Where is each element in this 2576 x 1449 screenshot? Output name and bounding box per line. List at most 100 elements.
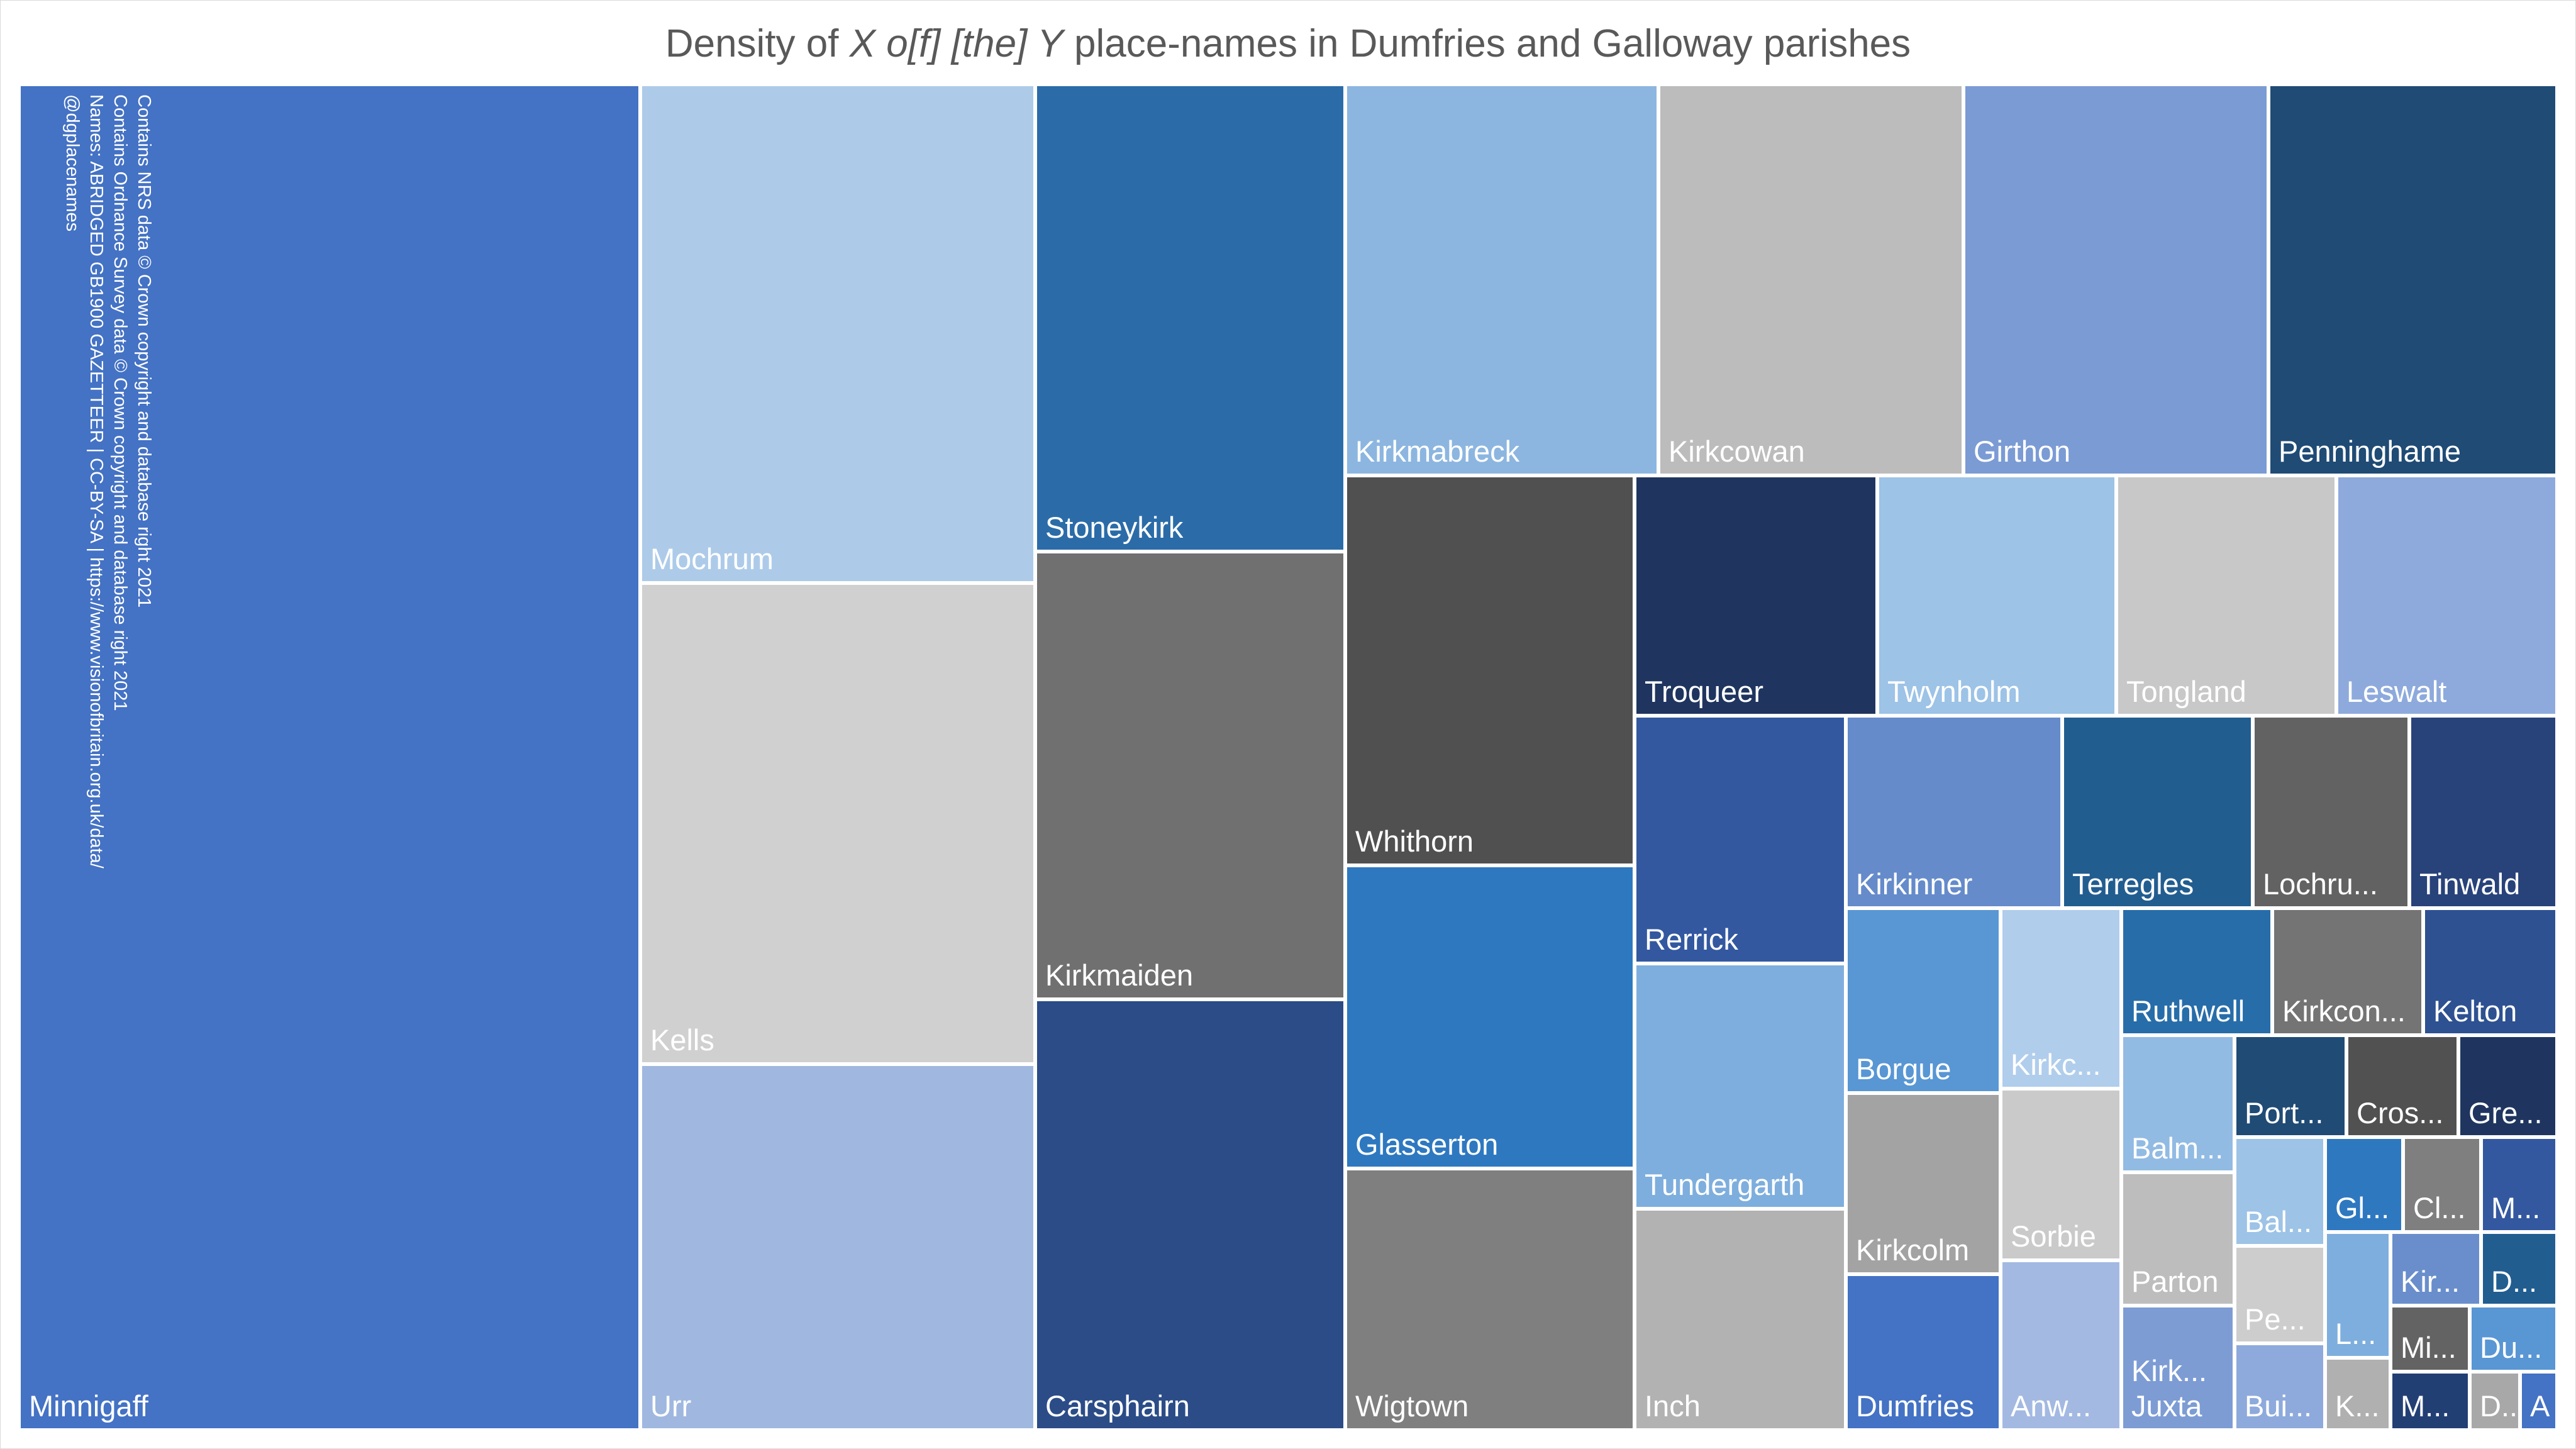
tile-rect[interactable] <box>2479 1230 2559 1307</box>
chart-title-italic-part: X o[f] [the] Y <box>849 22 1063 65</box>
tile-kirkmabreck-7[interactable]: Kirkmabreck <box>1343 82 1660 477</box>
tile-kells-2[interactable]: Kells <box>638 581 1037 1066</box>
tile-rect[interactable] <box>1999 906 2123 1091</box>
tile-rect[interactable] <box>2407 714 2559 910</box>
tile-label: Sorbie <box>2011 1219 2096 1253</box>
tile-label: Penninghame <box>2279 435 2461 468</box>
tile-terregles-22[interactable]: Terregles <box>2060 714 2255 910</box>
tile-rect[interactable] <box>1844 1091 2002 1276</box>
tile-rect[interactable] <box>2270 906 2425 1037</box>
tile-rect[interactable] <box>1343 474 1636 867</box>
tile-kirkcon-32[interactable]: Kirkcon... <box>2270 906 2425 1037</box>
tile-kirkcolm-26[interactable]: Kirkcolm <box>1844 1091 2002 1276</box>
tile-glasserton-16[interactable]: Glasserton <box>1343 863 1636 1170</box>
tile-rect[interactable] <box>2119 1304 2236 1432</box>
tile-d-53[interactable]: D... <box>2468 1370 2526 1432</box>
tile-rect[interactable] <box>2233 1244 2327 1345</box>
tile-rect[interactable] <box>2267 82 2559 477</box>
tile-rect[interactable] <box>1633 962 1848 1211</box>
tile-rect[interactable] <box>1343 863 1636 1170</box>
tile-rerrick-18[interactable]: Rerrick <box>1633 714 1848 965</box>
tile-penninghame-10[interactable]: Penninghame <box>2267 82 2559 477</box>
tile-gl-43[interactable]: Gl... <box>2323 1135 2405 1234</box>
tile-kirk-juxta-36[interactable]: Kirk...Juxta <box>2119 1304 2236 1432</box>
tile-rect[interactable] <box>1962 82 2270 477</box>
tile-label: Dumfries <box>1856 1389 1974 1423</box>
tile-rect[interactable] <box>1033 82 1347 553</box>
tile-gre-39[interactable]: Gre... <box>2457 1033 2559 1139</box>
tile-m-52[interactable]: M... <box>2389 1370 2472 1432</box>
tile-tongland-14[interactable]: Tongland <box>2114 474 2338 718</box>
tile-tinwald-24[interactable]: Tinwald <box>2407 714 2559 910</box>
tile-kir-48[interactable]: Kir... <box>2389 1230 2483 1307</box>
tile-leswalt-15[interactable]: Leswalt <box>2334 474 2559 718</box>
tile-d-49[interactable]: D... <box>2479 1230 2559 1307</box>
tile-stoneykirk-4[interactable]: Stoneykirk <box>1033 82 1347 553</box>
tile-rect[interactable] <box>2233 1033 2348 1139</box>
tile-m-45[interactable]: M... <box>2479 1135 2559 1234</box>
tile-wigtown-17[interactable]: Wigtown <box>1343 1167 1636 1432</box>
tile-whithorn-11[interactable]: Whithorn <box>1343 474 1636 867</box>
tile-label: Mochrum <box>650 542 774 575</box>
tile-rect[interactable] <box>1999 1087 2123 1262</box>
tile-rect[interactable] <box>1343 1167 1636 1432</box>
tile-tundergarth-19[interactable]: Tundergarth <box>1633 962 1848 1211</box>
tile-bui-42[interactable]: Bui... <box>2233 1341 2327 1432</box>
tile-cros-38[interactable]: Cros... <box>2345 1033 2460 1139</box>
tile-mochrum-1[interactable]: Mochrum <box>638 82 1037 585</box>
tile-bal-40[interactable]: Bal... <box>2233 1135 2327 1248</box>
tile-kelton-33[interactable]: Kelton <box>2421 906 2559 1037</box>
tile-rect[interactable] <box>2479 1135 2559 1234</box>
tile-urr-3[interactable]: Urr <box>638 1062 1037 1432</box>
tile-kirkinner-21[interactable]: Kirkinner <box>1844 714 2064 910</box>
tile-l-46[interactable]: L... <box>2323 1230 2392 1360</box>
tile-pe-41[interactable]: Pe... <box>2233 1244 2327 1345</box>
tile-rect[interactable] <box>638 1062 1037 1432</box>
tile-rect[interactable] <box>1033 997 1347 1432</box>
tile-rect[interactable] <box>1033 550 1347 1001</box>
tile-girthon-9[interactable]: Girthon <box>1962 82 2270 477</box>
tile-rect[interactable] <box>17 82 642 1432</box>
tile-rect[interactable] <box>2323 1356 2392 1432</box>
tile-carsphairn-6[interactable]: Carsphairn <box>1033 997 1347 1432</box>
tile-label: Kirkcolm <box>1856 1233 1969 1267</box>
tile-ruthwell-31[interactable]: Ruthwell <box>2119 906 2274 1037</box>
tile-rect[interactable] <box>1633 1207 1848 1432</box>
tile-lochru-23[interactable]: Lochru... <box>2251 714 2411 910</box>
tile-rect[interactable] <box>2518 1370 2559 1432</box>
tile-twynholm-13[interactable]: Twynholm <box>1875 474 2118 718</box>
tile-rect[interactable] <box>638 581 1037 1066</box>
tile-rect[interactable] <box>1343 82 1660 477</box>
tile-a-54[interactable]: A <box>2518 1370 2559 1432</box>
tile-mi-50[interactable]: Mi... <box>2389 1304 2472 1374</box>
tile-cl-44[interactable]: Cl... <box>2401 1135 2483 1234</box>
tile-kirkmaiden-5[interactable]: Kirkmaiden <box>1033 550 1347 1001</box>
tile-rect[interactable] <box>1633 714 1848 965</box>
tile-dumfries-27[interactable]: Dumfries <box>1844 1272 2002 1432</box>
tile-troqueer-12[interactable]: Troqueer <box>1633 474 1879 718</box>
tile-rect[interactable] <box>2457 1033 2559 1139</box>
tile-rect[interactable] <box>1657 82 1965 477</box>
tile-parton-35[interactable]: Parton <box>2119 1170 2236 1307</box>
tile-minnigaff-0[interactable]: Minnigaff <box>17 82 642 1432</box>
tile-kirkc-28[interactable]: Kirkc... <box>1999 906 2123 1091</box>
tile-label: Girthon <box>1974 435 2070 468</box>
tile-rect[interactable] <box>1999 1258 2123 1432</box>
tile-inch-20[interactable]: Inch <box>1633 1207 1848 1432</box>
tile-port-37[interactable]: Port... <box>2233 1033 2348 1139</box>
tile-label: Gl... <box>2335 1191 2389 1224</box>
tile-rect[interactable] <box>2060 714 2255 910</box>
tile-rect[interactable] <box>1844 1272 2002 1432</box>
tile-k-47[interactable]: K... <box>2323 1356 2392 1432</box>
tile-rect[interactable] <box>2323 1135 2405 1234</box>
tile-kirkcowan-8[interactable]: Kirkcowan <box>1657 82 1965 477</box>
tile-borgue-25[interactable]: Borgue <box>1844 906 2002 1095</box>
tile-sorbie-29[interactable]: Sorbie <box>1999 1087 2123 1262</box>
tile-label: Gre... <box>2468 1096 2543 1130</box>
tile-balm-34[interactable]: Balm... <box>2119 1033 2236 1174</box>
tile-anw-30[interactable]: Anw... <box>1999 1258 2123 1432</box>
tile-rect[interactable] <box>2401 1135 2483 1234</box>
tile-du-51[interactable]: Du... <box>2468 1304 2559 1374</box>
tile-rect[interactable] <box>638 82 1037 585</box>
tile-rect[interactable] <box>2421 906 2559 1037</box>
